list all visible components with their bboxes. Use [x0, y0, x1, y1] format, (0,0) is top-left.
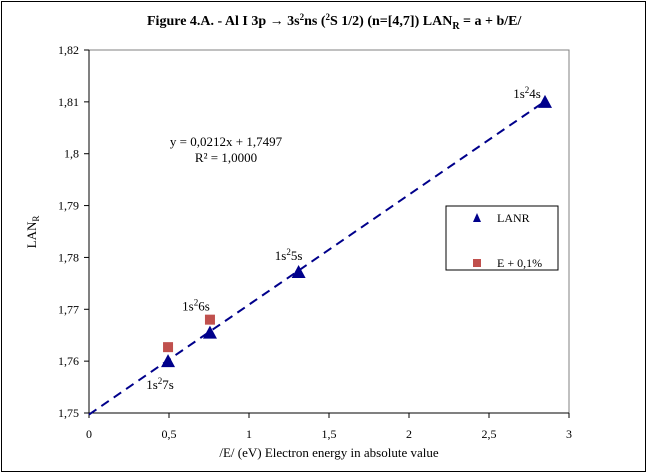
x-tick-label: 0,5 — [162, 427, 177, 441]
data-point-lanr — [161, 354, 176, 368]
x-tick-label: 2,5 — [482, 427, 497, 441]
x-axis-label: /E/ (eV) Electron energy in absolute val… — [219, 445, 438, 460]
data-point-lanr — [538, 94, 552, 108]
plot-area: 1,75 1,76 1,77 1,78 1,79 1,8 1,81 1,82 0 0,5 1 1,5 2… — [58, 43, 572, 441]
legend-entry-label: E + 0,1% — [497, 256, 542, 270]
chart-title: Figure 4.A. - Al I 3p → 3s2ns (2S 1/2) (… — [147, 12, 523, 32]
y-tick-label: 1,8 — [64, 147, 79, 161]
y-tick-label: 1,78 — [58, 250, 79, 264]
x-tick-label: 1,5 — [322, 427, 337, 441]
y-tick-label: 1,79 — [58, 199, 79, 213]
x-tick-label: 1 — [246, 427, 252, 441]
legend-entry-label: LANR — [497, 211, 530, 225]
data-point-lanr — [291, 264, 306, 278]
point-label: 1s24s — [513, 85, 541, 101]
y-tick-label: 1,82 — [58, 43, 79, 57]
point-label: 1s25s — [275, 247, 303, 263]
data-point-e-plus — [204, 314, 215, 325]
y-tick-label: 1,75 — [58, 406, 79, 420]
x-tick-label: 2 — [406, 427, 412, 441]
x-tick-label: 3 — [566, 427, 572, 441]
y-tick-label: 1,77 — [58, 302, 79, 316]
y-tick-label: 1,76 — [58, 354, 79, 368]
legend-marker-triangle — [473, 213, 481, 222]
legend: LANR E + 0,1% — [445, 205, 559, 271]
trendline-equation: y = 0,0212x + 1,7497 — [170, 134, 283, 149]
trendline-r2: R² = 1,0000 — [195, 150, 257, 165]
y-axis-label: LANR — [24, 216, 41, 249]
y-tick-label: 1,81 — [58, 95, 79, 109]
point-label: 1s26s — [182, 298, 210, 314]
legend-marker-square — [473, 259, 481, 267]
x-tick-label: 0 — [86, 427, 92, 441]
data-point-lanr — [202, 325, 217, 339]
point-label: 1s27s — [146, 376, 174, 392]
data-point-e-plus — [163, 342, 174, 353]
legend-box — [445, 205, 559, 271]
